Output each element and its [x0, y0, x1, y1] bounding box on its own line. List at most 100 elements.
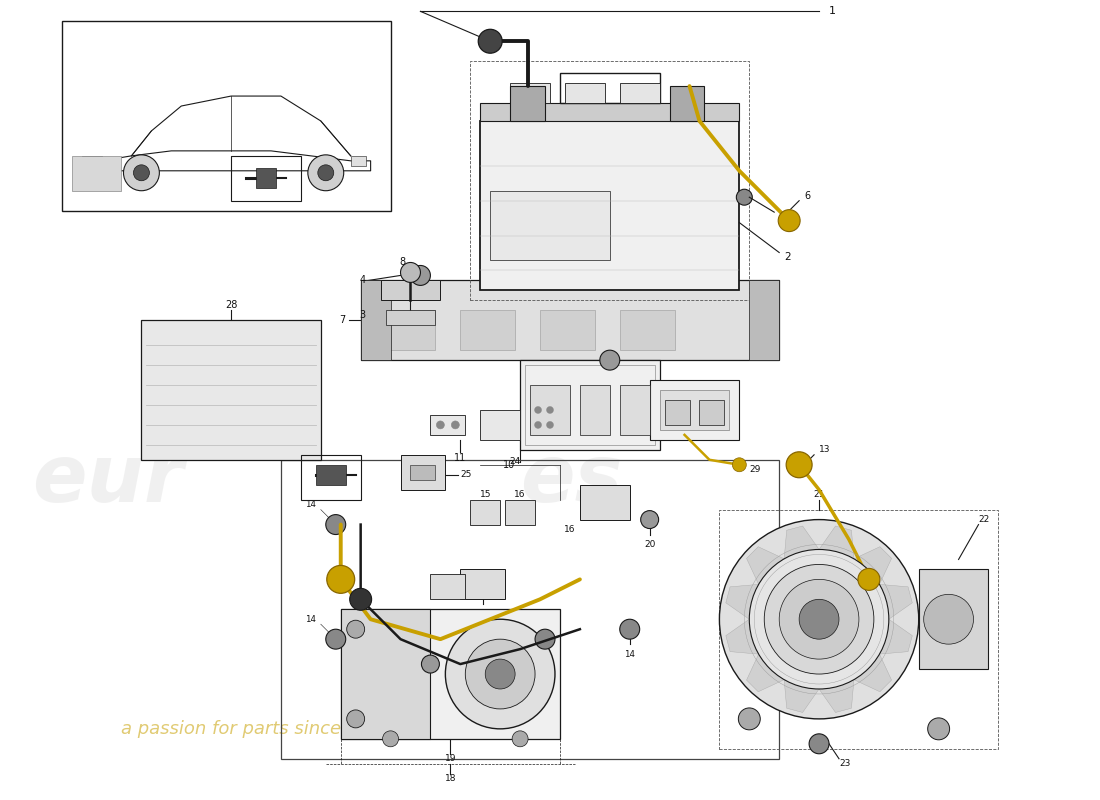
Text: 16: 16 [515, 490, 526, 499]
Bar [505, 500, 535, 525]
Text: 28: 28 [224, 300, 238, 310]
Circle shape [749, 550, 889, 689]
Polygon shape [880, 584, 912, 619]
Bar [386, 310, 436, 326]
Text: 29: 29 [749, 466, 761, 474]
Bar [481, 410, 520, 440]
Circle shape [383, 731, 398, 746]
Text: es: es [520, 441, 623, 518]
Circle shape [927, 718, 949, 740]
Bar [660, 390, 729, 430]
Circle shape [786, 452, 812, 478]
Circle shape [326, 514, 345, 534]
Circle shape [547, 422, 553, 429]
Circle shape [736, 190, 752, 205]
Bar [341, 610, 560, 739]
Circle shape [437, 421, 444, 429]
Text: 3: 3 [360, 310, 365, 320]
Circle shape [640, 510, 659, 529]
Text: 14: 14 [515, 614, 526, 624]
Text: a passion for parts since 1985: a passion for parts since 1985 [121, 720, 394, 738]
Bar [256, 168, 276, 188]
Bar [280, 460, 779, 758]
Polygon shape [880, 619, 912, 654]
Text: 13: 13 [820, 446, 830, 454]
Polygon shape [854, 654, 892, 692]
Circle shape [738, 708, 760, 730]
Bar [430, 574, 465, 599]
Bar [316, 465, 345, 485]
Circle shape [799, 599, 839, 639]
Bar [301, 455, 361, 500]
Text: 20: 20 [644, 540, 656, 549]
Circle shape [123, 155, 160, 190]
Bar [62, 22, 390, 210]
Circle shape [719, 519, 918, 719]
Bar [471, 500, 501, 525]
Polygon shape [726, 584, 759, 619]
Circle shape [778, 210, 800, 231]
Text: 7: 7 [340, 315, 345, 326]
Polygon shape [854, 546, 892, 584]
Circle shape [451, 421, 460, 429]
Circle shape [478, 30, 503, 54]
Circle shape [308, 155, 343, 190]
Bar [664, 400, 690, 425]
Text: 5: 5 [779, 212, 785, 222]
Text: 14: 14 [306, 614, 317, 624]
Bar [650, 380, 739, 440]
Circle shape [535, 406, 541, 414]
Bar [491, 190, 609, 261]
Bar [400, 624, 430, 644]
Circle shape [421, 655, 439, 673]
Text: 9: 9 [598, 370, 605, 380]
Circle shape [465, 639, 535, 709]
Circle shape [346, 710, 364, 728]
Text: 16: 16 [564, 525, 575, 534]
Polygon shape [747, 546, 784, 584]
Bar [231, 156, 301, 201]
Text: 14: 14 [624, 650, 635, 658]
Polygon shape [726, 619, 759, 654]
Bar [619, 310, 674, 350]
Circle shape [513, 731, 528, 746]
Text: 27: 27 [754, 595, 764, 604]
Bar [400, 455, 446, 490]
Polygon shape [784, 526, 820, 559]
Bar [361, 281, 779, 360]
Bar [430, 415, 465, 435]
Bar [142, 320, 321, 460]
Circle shape [619, 619, 640, 639]
Text: 15: 15 [405, 610, 416, 618]
Circle shape [350, 588, 372, 610]
Circle shape [733, 458, 746, 472]
Bar [560, 73, 660, 103]
Text: 6: 6 [804, 190, 811, 201]
Circle shape [535, 422, 541, 429]
Bar [72, 156, 121, 190]
Circle shape [446, 619, 556, 729]
Circle shape [535, 630, 556, 649]
Text: 8: 8 [399, 258, 406, 267]
Bar [481, 121, 739, 290]
Text: 12: 12 [883, 560, 895, 569]
Bar [410, 465, 436, 480]
Bar [530, 385, 570, 435]
Polygon shape [784, 680, 820, 713]
Bar [351, 156, 365, 166]
Text: 10: 10 [503, 460, 515, 470]
Bar [719, 510, 999, 749]
Text: 11: 11 [454, 453, 466, 462]
Bar [361, 281, 390, 360]
Circle shape [410, 266, 430, 286]
Text: 22: 22 [979, 515, 990, 524]
Text: 14: 14 [306, 500, 317, 509]
Bar [510, 86, 544, 121]
Bar [520, 360, 660, 450]
Bar [670, 86, 704, 121]
Bar [565, 83, 605, 103]
Circle shape [133, 165, 150, 181]
Bar [619, 83, 660, 103]
Bar [580, 485, 629, 519]
Text: 17: 17 [477, 610, 488, 618]
